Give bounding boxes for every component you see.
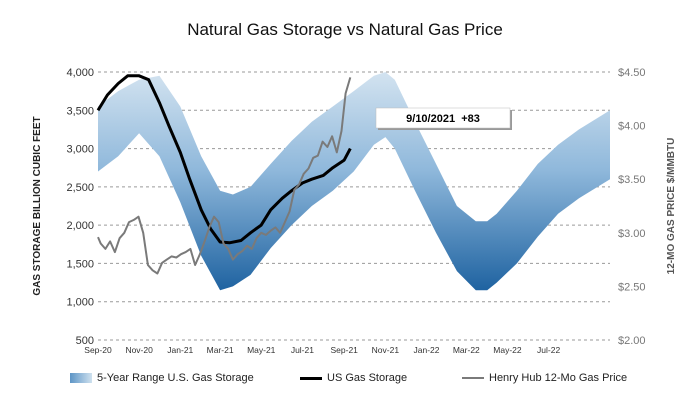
legend-item-range: 5-Year Range U.S. Gas Storage	[70, 372, 254, 384]
legend-swatch-storage	[300, 376, 322, 380]
y2-axis-label: 12-MO GAS PRICE $/MMBTU	[666, 138, 677, 275]
x-tick-label: Sep-20	[84, 345, 112, 355]
y2-tick-label: $2.50	[618, 281, 646, 293]
y-tick-label: 3,500	[66, 105, 94, 117]
series-range-band	[98, 72, 610, 291]
band-layer	[98, 72, 610, 291]
legend-swatch-range	[70, 373, 92, 383]
legend-label-price: Henry Hub 12-Mo Gas Price	[489, 372, 628, 384]
y-tick-label: 3,000	[66, 144, 94, 156]
x-tick-label: May-21	[247, 345, 276, 355]
y2-tick-label: $4.50	[618, 67, 646, 79]
y-tick-label: 1,000	[66, 297, 94, 309]
x-tick-label: Jul-21	[291, 345, 314, 355]
axis-layer: 500 1,000 1,500 2,000 2,500 3,000 3,500 4,000 $2…	[32, 67, 677, 355]
legend-label-range: 5-Year Range U.S. Gas Storage	[97, 372, 254, 384]
x-tick-label: May-22	[493, 345, 522, 355]
series-storage-line	[96, 74, 352, 245]
y2-tick-label: $3.50	[618, 174, 646, 186]
y2-tick-label: $3.00	[618, 228, 646, 240]
annotation-text: 9/10/2021 +83	[406, 113, 480, 125]
chart-title: Natural Gas Storage vs Natural Gas Price	[187, 20, 503, 39]
y-axis-label: GAS STORAGE BILLION CUBIC FEET	[32, 116, 43, 295]
annotation-box	[375, 107, 511, 129]
line-layer	[96, 74, 352, 275]
x-tick-label: Mar-22	[453, 345, 480, 355]
y-tick-label: 2,500	[66, 182, 94, 194]
y2-tick-label: $4.00	[618, 121, 646, 133]
legend-item-price: Henry Hub 12-Mo Gas Price	[462, 372, 627, 384]
y-tick-label: 4,000	[66, 67, 94, 79]
legend: 5-Year Range U.S. Gas Storage US Gas Sto…	[0, 372, 690, 392]
x-tick-label: Jan-21	[167, 345, 193, 355]
x-tick-label: Jul-22	[537, 345, 560, 355]
legend-swatch-price	[462, 377, 484, 379]
y2-tick-label: $2.00	[618, 335, 646, 347]
series-price-line	[97, 77, 352, 275]
y-tick-label: 500	[76, 335, 94, 347]
x-tick-label: Sep-21	[331, 345, 359, 355]
annotation-layer: 9/10/2021 +83	[375, 107, 512, 130]
x-tick-label: Nov-20	[125, 345, 153, 355]
x-tick-label: Jan-22	[414, 345, 440, 355]
x-tick-label: Nov-21	[372, 345, 400, 355]
y-tick-label: 1,500	[66, 258, 94, 270]
y-tick-label: 2,000	[66, 220, 94, 232]
legend-label-storage: US Gas Storage	[327, 372, 408, 384]
legend-item-storage: US Gas Storage	[300, 372, 407, 384]
x-tick-label: Mar-21	[207, 345, 234, 355]
